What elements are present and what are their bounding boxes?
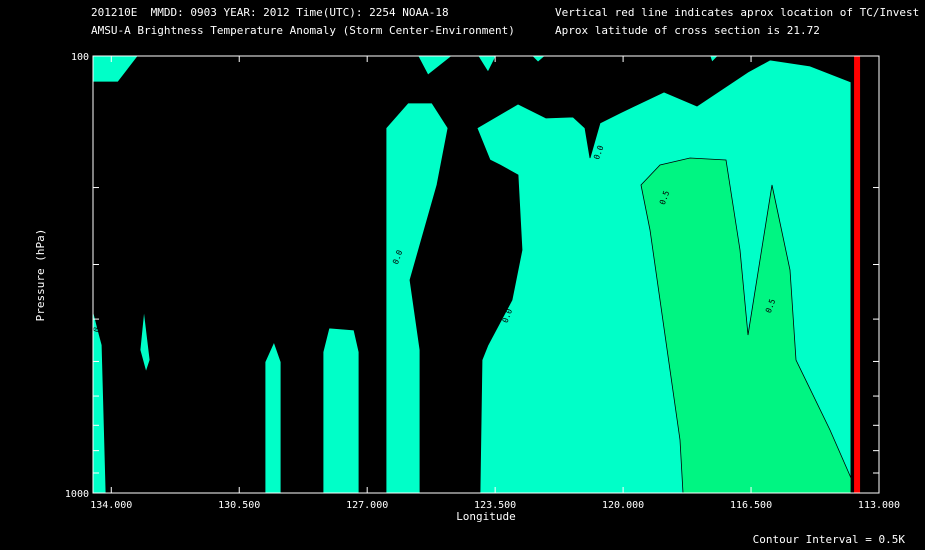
contour-interval-note: Contour Interval = 0.5K (753, 533, 906, 546)
y-tick-label: 1000 (65, 489, 89, 500)
aqua-band-top-right (709, 55, 719, 63)
x-tick-label: 130.500 (218, 500, 260, 511)
aqua-band-top-left (92, 55, 139, 83)
aqua-spike-left (139, 309, 151, 374)
aqua-band-top-mid3 (531, 55, 547, 63)
y-tick-label: 100 (71, 52, 89, 63)
aqua-band-top-mid2 (477, 55, 497, 73)
header-line1-left: 201210E MMDD: 0903 YEAR: 2012 Time(UTC):… (91, 6, 449, 19)
header-line1-right: Vertical red line indicates aprox locati… (555, 6, 920, 19)
green-region (640, 157, 852, 494)
x-tick-label: 113.000 (858, 500, 900, 511)
aqua-band-left-edge (92, 309, 107, 494)
contour-label-3: 0.0 (314, 321, 327, 338)
x-tick-label: 127.000 (346, 500, 388, 511)
x-tick-label: 116.500 (730, 500, 772, 511)
y-axis: 1000 100 (65, 52, 879, 500)
contour-label-0: 0.0 (139, 54, 152, 71)
x-tick-label: 134.000 (90, 500, 132, 511)
y-axis-label: Pressure (hPa) (34, 229, 47, 322)
aqua-column-3 (385, 102, 449, 494)
header-line2-left: AMSU-A Brightness Temperature Anomaly (S… (91, 24, 515, 37)
contour-fills: 0.00.00.00.00.00.00.50.5 (91, 54, 861, 494)
x-tick-label: 123.500 (474, 500, 516, 511)
aqua-column-1 (264, 340, 282, 494)
x-axis-label: Longitude (456, 510, 516, 523)
aqua-column-2 (322, 327, 360, 494)
plot-border (92, 55, 880, 494)
plot-frame (92, 55, 880, 494)
x-tick-label: 120.000 (602, 500, 644, 511)
header-line2-right: Aprox latitude of cross section is 21.72 (555, 24, 820, 37)
x-axis: 134.000 130.500 127.000 123.500 120.000 116.5… (90, 56, 900, 511)
aqua-band-top-mid1 (417, 55, 454, 76)
